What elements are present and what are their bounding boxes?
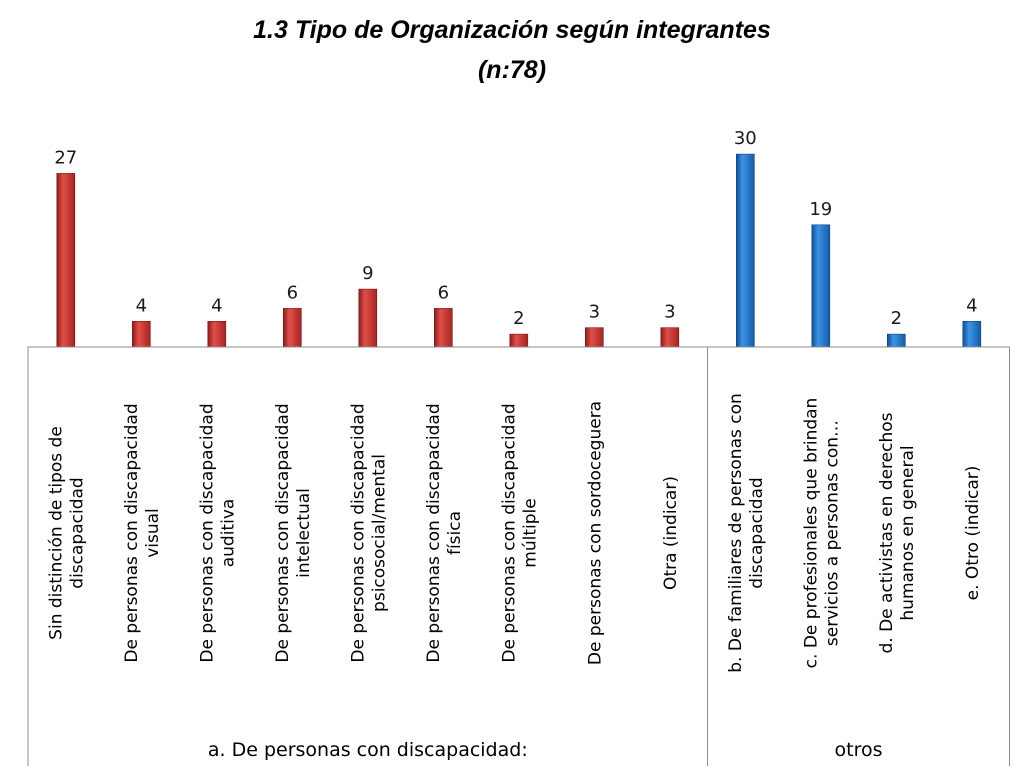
category-label-line: De personas con discapacidad [424, 403, 444, 662]
category-label-1-1: c. De profesionales que brindanservicios… [801, 398, 842, 669]
category-label-1-2: d. De activistas en derechoshumanos en g… [877, 412, 918, 653]
bar-0-3 [282, 308, 302, 348]
category-label-line: servicios a personas con… [822, 420, 842, 646]
bar-1-0 [735, 153, 755, 348]
category-label-line: De personas con sordoceguera [585, 401, 605, 665]
category-label-line: De personas con discapacidad [122, 403, 142, 662]
bar-0-2 [207, 320, 227, 348]
data-label-1-3: 4 [966, 295, 977, 316]
bar-0-8 [660, 327, 680, 348]
category-label-0-2: De personas con discapacidadauditiva [197, 403, 238, 662]
data-label-1-1: 19 [809, 199, 832, 220]
data-label-0-8: 3 [664, 302, 675, 323]
category-label-0-5: De personas con discapacidadfísica [424, 403, 465, 662]
category-label-1-3: e. Otro (indicar) [963, 466, 983, 601]
category-label-0-7: De personas con sordoceguera [585, 401, 605, 665]
category-label-line: física [445, 511, 465, 555]
data-label-0-7: 3 [589, 302, 600, 323]
category-label-line: De personas con discapacidad [273, 403, 293, 662]
bar-0-1 [132, 320, 151, 348]
category-label-line: discapacidad [67, 477, 87, 588]
data-label-0-3: 6 [287, 282, 298, 303]
data-label-0-0: 27 [54, 147, 77, 168]
chart-subtitle: (n:78) [478, 56, 546, 84]
bar-1-2 [886, 333, 906, 348]
category-label-line: visual [143, 508, 163, 558]
category-label-line: intelectual [294, 488, 314, 578]
category-label-line: De personas con discapacidad [348, 403, 368, 662]
bar-0-5 [433, 308, 453, 348]
category-label-line: De personas con discapacidad [499, 403, 519, 662]
data-label-1-2: 2 [891, 308, 902, 329]
category-label-line: e. Otro (indicar) [963, 466, 983, 601]
category-label-0-6: De personas con discapacidadmúltiple [499, 403, 540, 662]
data-label-0-4: 9 [362, 263, 373, 284]
bar-0-6 [509, 333, 529, 348]
category-label-line: Sin distinción de tipos de [46, 426, 66, 640]
category-label-0-1: De personas con discapacidadvisual [122, 403, 163, 662]
category-label-line: d. De activistas en derechos [877, 412, 897, 653]
category-label-line: De personas con discapacidad [197, 403, 217, 662]
bar-1-3 [962, 320, 982, 348]
chart-title: 1.3 Tipo de Organización según integrant… [253, 16, 771, 44]
category-label-0-8: Otra (indicar) [661, 476, 681, 590]
data-label-0-1: 4 [136, 295, 147, 316]
data-label-0-5: 6 [438, 282, 449, 303]
data-label-0-2: 4 [211, 295, 222, 316]
category-axis [27, 346, 1010, 766]
bar-0-0 [56, 173, 76, 348]
category-label-line: b. De familiares de personas con [726, 393, 746, 673]
data-label-1-0: 30 [734, 128, 757, 149]
bar-0-7 [584, 327, 604, 348]
group-label-0: a. De personas con discapacidad: [208, 739, 528, 761]
category-label-line: Otra (indicar) [661, 476, 681, 590]
data-label-0-6: 2 [513, 308, 524, 329]
category-label-1-0: b. De familiares de personas condiscapac… [726, 393, 767, 673]
group-label-1: otros [835, 739, 883, 761]
category-label-line: c. De profesionales que brindan [801, 398, 821, 669]
category-label-line: psicosocial/mental [369, 454, 389, 612]
category-label-line: auditiva [218, 499, 238, 568]
category-label-0-0: Sin distinción de tipos dediscapacidad [46, 426, 87, 640]
bar-0-4 [358, 288, 378, 348]
category-label-0-4: De personas con discapacidadpsicosocial/… [348, 403, 389, 662]
category-label-0-3: De personas con discapacidadintelectual [273, 403, 314, 662]
category-label-line: humanos en general [898, 445, 918, 620]
bar-1-1 [811, 224, 831, 348]
category-label-line: discapacidad [747, 477, 767, 588]
category-label-line: múltiple [520, 498, 540, 567]
